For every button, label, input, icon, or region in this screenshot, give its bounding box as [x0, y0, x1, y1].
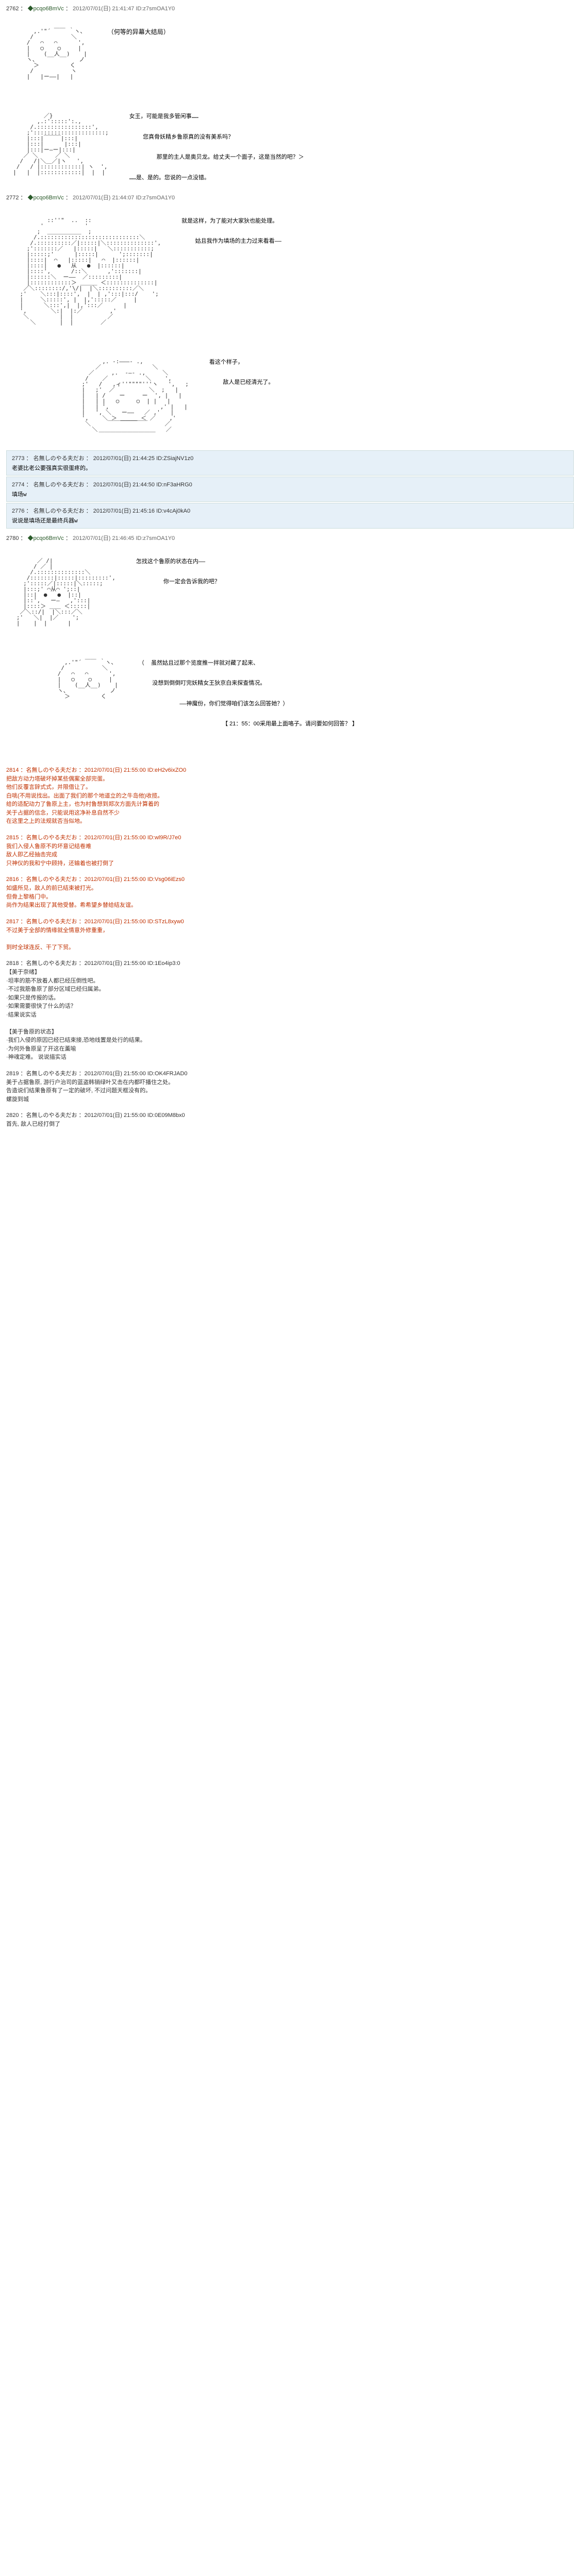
post-header: 2814 ：名無しのやる夫だお ：2012/07/01(日) 21:55:00 …	[6, 766, 574, 774]
ascii-art-person: ／} ,.:':::::':., /.::::::::::::::::', ;'…	[6, 107, 109, 175]
forum-post: 2762 ： ◆pcqo6BmVc ： 2012/07/01(日) 21:41:…	[0, 0, 580, 187]
post-header: 2776 ： 名無しのやる夫だお ： 2012/07/01(日) 21:45:1…	[12, 506, 568, 515]
forum-post: 2780 ： ◆pcqo6BmVc ： 2012/07/01(日) 21:46:…	[0, 530, 580, 742]
result-post: 2814 ：名無しのやる夫だお ：2012/07/01(日) 21:55:00 …	[0, 762, 580, 829]
reply-post: 2776 ： 名無しのやる夫だお ： 2012/07/01(日) 21:45:1…	[6, 503, 574, 528]
post-header: 2817 ：名無しのやる夫だお ：2012/07/01(日) 21:55:00 …	[6, 917, 574, 925]
dialogue-text: （ 虽然姑且过那个览度推一拌就对藏了起来、 没想到倒倒叮完妖精女王狄京白来探查情…	[139, 658, 289, 709]
post-author: ◆pcqo6BmVc	[28, 6, 64, 12]
post-number: 2762	[6, 6, 19, 12]
reply-post: 2773 ： 名無しのやる夫だお ： 2012/07/01(日) 21:44:2…	[6, 450, 574, 476]
result-post: 2817 ：名無しのやる夫だお ：2012/07/01(日) 21:55:00 …	[0, 914, 580, 955]
post-header: 2820 ：名無しのやる夫だお ：2012/07/01(日) 21:55:00 …	[6, 1111, 574, 1119]
ascii-art-character-2: ,. -:―――- ., ／ ＼ ／ ,. -―- ., ＼ / ／ ＼ ', …	[68, 353, 189, 438]
result-text: 如盛所见，敌人的前已结束被打光。 但骨上黎格门中。 尚作为结果出现了其他受替。希…	[6, 884, 574, 910]
result-text: 【美于奈绪】 ·坦率的筋不放着人都已经压倒性吧。 ·不过我筋鲁原了部分区域已经归…	[6, 968, 574, 1062]
post-number: 2772	[6, 195, 19, 201]
post-date: 2012/07/01(日) 21:45:16	[93, 508, 155, 514]
result-post: 2819 ：名無しのやる夫だお ：2012/07/01(日) 21:55:00 …	[0, 1066, 580, 1107]
result-text: 首先, 敌人已经打倒了	[6, 1120, 574, 1129]
post-id: ID:v4cAj0kA0	[156, 508, 190, 514]
post-id: ID:nF3aHRG0	[156, 482, 192, 488]
post-author: 名無しのやる夫だお	[34, 455, 85, 462]
result-text: 把敌方动力塔破坏掉某些偶案全部完蛋。 他们反覆言辞式式，并限借让了。 白咷(不用…	[6, 775, 574, 826]
reply-text: 填场w	[12, 490, 568, 498]
aa-content-row: ,. -:―――- ., ／ ＼ ／ ,. -―- ., ＼ / ／ ＼ ', …	[6, 347, 574, 444]
post-id: ID:z7smOA1Y0	[136, 195, 175, 201]
ascii-art-character: ／ /| / ／ | /.::::::::::::::＼ /:::::::|::…	[6, 552, 115, 626]
post-header: 2816 ：名無しのやる夫だお ：2012/07/01(日) 21:55:00 …	[6, 875, 574, 883]
post-id: ID:z7smOA1Y0	[136, 6, 175, 12]
post-header: 2819 ：名無しのやる夫だお ：2012/07/01(日) 21:55:00 …	[6, 1069, 574, 1077]
result-text: 不过美于全部的情缘就全情意外修重重， 到时全球连反、干了下贸。	[6, 926, 574, 952]
forum-post: 2772 ： ◆pcqo6BmVc ： 2012/07/01(日) 21:44:…	[0, 189, 580, 448]
results-section: 2814 ：名無しのやる夫だお ：2012/07/01(日) 21:55:00 …	[0, 762, 580, 1132]
post-author: 名無しのやる夫だお	[34, 482, 85, 488]
post-date: 2012/07/01(日) 21:44:25	[93, 455, 155, 462]
post-number: 2773	[12, 455, 24, 462]
post-date: 2012/07/01(日) 21:41:47	[73, 6, 134, 12]
post-date: 2012/07/01(日) 21:46:45	[73, 535, 134, 541]
post-header: 2818 ：名無しのやる夫だお ：2012/07/01(日) 21:55:00 …	[6, 959, 574, 967]
result-post: 2815 ：名無しのやる夫だお ：2012/07/01(日) 21:55:00 …	[0, 830, 580, 871]
ascii-art-character: ::''" .. :: ' ' ; ＿＿＿＿＿＿ ; /.:::::::::::…	[6, 212, 161, 325]
post-number: 2774	[12, 482, 24, 488]
dialogue-text: 怎找这个鲁原的状态在内—— 你一定会告诉我的吧？	[136, 556, 220, 587]
reply-text: 老婆比老公要强真实很蛋疼的。	[12, 464, 568, 472]
aa-content-row: ,.'"´ ￣￣ ｀ヽ、 / ＼ / ⌒ ⌒ ', | ○ ○ | | (__人…	[6, 648, 574, 709]
dialogue-text: 看这个样子， 敌人是已经清光了。	[209, 357, 274, 387]
reply-post: 2774 ： 名無しのやる夫だお ： 2012/07/01(日) 21:44:5…	[6, 477, 574, 502]
post-number: 2780	[6, 535, 19, 541]
reply-text: 说说是填场还是最终兵器w	[12, 517, 568, 524]
dialogue-text: 女王，可能是我多管闲事…… 您真骨妖精乡鲁原真的没有美系吗？ 那里的主人是奥贝龙…	[129, 111, 304, 183]
aa-content-row: ／ /| / ／ | /.::::::::::::::＼ /:::::::|::…	[6, 546, 574, 632]
ascii-art-face: ,.'"´ ￣￣ ｀ヽ、 / ＼ / ⌒ ⌒ ', | ○ ○ | | (__人…	[6, 23, 87, 79]
result-post: 2818 ：名無しのやる夫だお ：2012/07/01(日) 21:55:00 …	[0, 956, 580, 1065]
dialogue-text: 就是这样，为了能对大家狄也能处理。 姑且我作为填场的主力过来看看——	[181, 216, 281, 246]
post-header: 2773 ： 名無しのやる夫だお ： 2012/07/01(日) 21:44:2…	[12, 454, 568, 462]
aa-content-row: ／} ,.:':::::':., /.::::::::::::::::', ;'…	[6, 101, 574, 183]
post-number: 2776	[12, 508, 24, 514]
post-header: 2772 ： ◆pcqo6BmVc ： 2012/07/01(日) 21:44:…	[6, 193, 574, 201]
aa-content-row: ::''" .. :: ' ' ; ＿＿＿＿＿＿ ; /.:::::::::::…	[6, 206, 574, 331]
result-post: 2816 ：名無しのやる夫だお ：2012/07/01(日) 21:55:00 …	[0, 872, 580, 913]
post-date: 2012/07/01(日) 21:44:07	[73, 195, 134, 201]
post-date: 2012/07/01(日) 21:44:50	[93, 482, 155, 488]
prompt-note: 【 21：55：00采用最上面咯子。请问要如何回答？ 】	[6, 719, 574, 727]
ascii-art-face: ,.'"´ ￣￣ ｀ヽ、 / ＼ / ⌒ ⌒ ', | ○ ○ | | (__人…	[37, 654, 118, 699]
aa-content-row: ,.'"´ ￣￣ ｀ヽ、 / ＼ / ⌒ ⌒ ', | ○ ○ | | (__人…	[6, 16, 574, 86]
post-author: ◆pcqo6BmVc	[28, 535, 64, 541]
dialogue-text: （何等的异幕大结局）	[108, 27, 170, 38]
post-header: 2780 ： ◆pcqo6BmVc ： 2012/07/01(日) 21:46:…	[6, 534, 574, 542]
post-header: 2815 ：名無しのやる夫だお ：2012/07/01(日) 21:55:00 …	[6, 833, 574, 841]
result-text: 美于占据鲁原, 游行户治司的蓝盗韩销绿叶又击在内都吓播住之处。 告造说们结果鲁原…	[6, 1078, 574, 1104]
post-id: ID:z7smOA1Y0	[136, 535, 175, 541]
result-text: 我们入侵人鲁原不的坏意记结卷难 敌人即乙经抽击完成 只神仪的我和宁中顾持，还输着…	[6, 842, 574, 868]
result-post: 2820 ：名無しのやる夫だお ：2012/07/01(日) 21:55:00 …	[0, 1108, 580, 1132]
post-id: ID:ZSiajNV1z0	[156, 455, 193, 462]
post-author: ◆pcqo6BmVc	[28, 195, 64, 201]
post-header: 2774 ： 名無しのやる夫だお ： 2012/07/01(日) 21:44:5…	[12, 480, 568, 488]
post-header: 2762 ： ◆pcqo6BmVc ： 2012/07/01(日) 21:41:…	[6, 4, 574, 12]
post-author: 名無しのやる夫だお	[34, 508, 85, 514]
